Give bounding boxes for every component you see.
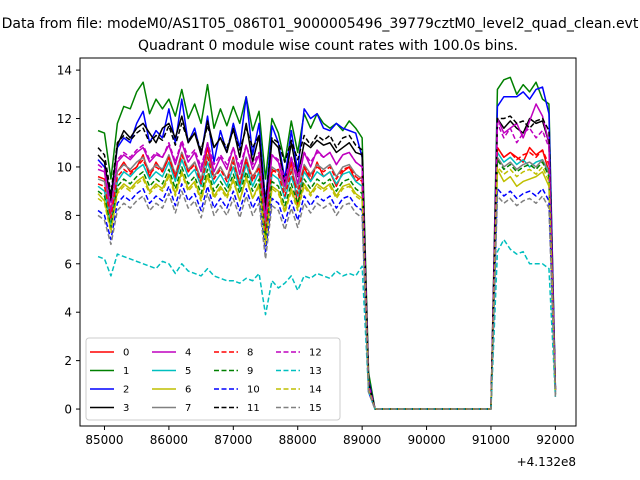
legend-label-10: 10 xyxy=(247,385,260,396)
y-tick-label: 12 xyxy=(57,112,72,126)
series-lines xyxy=(97,76,557,410)
y-tick-label: 0 xyxy=(64,403,72,417)
legend-label-14: 14 xyxy=(309,385,322,396)
legend-box xyxy=(85,337,341,421)
legend-label-1: 1 xyxy=(123,366,129,377)
y-tick-label: 10 xyxy=(57,160,72,174)
y-tick-label: 8 xyxy=(64,209,72,223)
y-axis-ticks: 0 2 4 6 8 10 12 14 xyxy=(57,64,80,417)
legend-label-4: 4 xyxy=(185,348,191,359)
legend-label-7: 7 xyxy=(185,403,191,414)
x-tick-label: 85000 xyxy=(85,433,123,447)
y-tick-label: 2 xyxy=(64,354,72,368)
figure-suptitle: Data from file: modeM0/AS1T05_086T01_900… xyxy=(2,16,639,32)
x-tick-label: 91000 xyxy=(472,433,510,447)
x-tick-label: 86000 xyxy=(150,433,188,447)
legend-label-12: 12 xyxy=(309,348,322,359)
y-tick-label: 4 xyxy=(64,306,72,320)
x-axis-offset-label: +4.132e8 xyxy=(517,455,576,469)
legend-label-8: 8 xyxy=(247,348,253,359)
legend-label-13: 13 xyxy=(309,366,322,377)
x-tick-label: 90000 xyxy=(407,433,445,447)
legend-label-11: 11 xyxy=(247,403,260,414)
series-line-13 xyxy=(97,238,557,410)
legend-label-0: 0 xyxy=(123,348,129,359)
legend-label-5: 5 xyxy=(185,366,191,377)
x-tick-label: 92000 xyxy=(536,433,574,447)
series-line-15 xyxy=(97,190,557,410)
legend-label-2: 2 xyxy=(123,385,129,396)
x-tick-label: 87000 xyxy=(214,433,252,447)
x-tick-label: 89000 xyxy=(343,433,381,447)
x-axis-ticks: 85000 86000 87000 88000 89000 90000 91000 92000 xyxy=(85,426,574,447)
x-tick-label: 88000 xyxy=(279,433,317,447)
legend-label-9: 9 xyxy=(247,366,253,377)
chart-title: Quadrant 0 module wise count rates with … xyxy=(138,38,518,54)
legend-label-15: 15 xyxy=(309,403,322,414)
legend-label-3: 3 xyxy=(123,403,129,414)
series-line-12 xyxy=(97,122,557,410)
series-line-14 xyxy=(97,166,557,410)
y-tick-label: 6 xyxy=(64,257,72,271)
legend-label-6: 6 xyxy=(185,385,191,396)
y-tick-label: 14 xyxy=(57,64,72,78)
